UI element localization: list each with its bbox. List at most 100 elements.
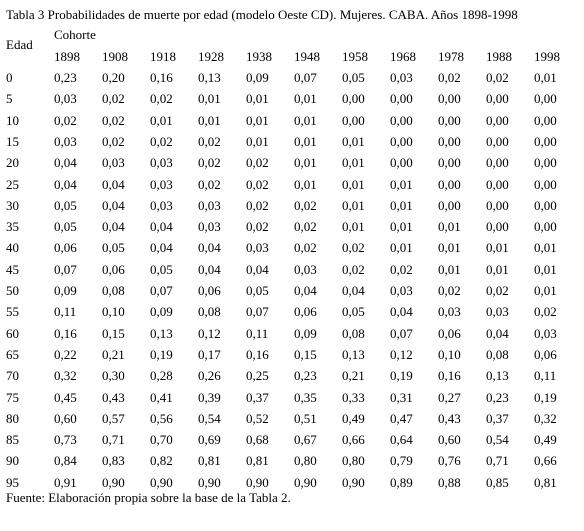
cell: 0,00 [390, 112, 413, 128]
cell: 0,02 [150, 91, 173, 107]
cell: 0,49 [342, 410, 365, 426]
cell: 0,20 [102, 70, 125, 85]
cell: 0,02 [294, 240, 317, 256]
cell: 0,01 [342, 197, 365, 213]
row-label: 15 [6, 133, 19, 149]
cell: 0,00 [534, 219, 557, 235]
column-header: 1988 [486, 49, 512, 64]
cell: 0,00 [438, 112, 461, 128]
row-label: 30 [6, 197, 19, 213]
cell: 0,16 [438, 368, 461, 384]
cell: 0,16 [54, 325, 77, 341]
cell: 0,02 [438, 70, 461, 85]
cell: 0,28 [150, 368, 173, 384]
cell: 0,12 [390, 346, 413, 362]
cell: 0,04 [198, 240, 221, 256]
cell: 0,41 [150, 389, 173, 405]
cell: 0,83 [102, 453, 125, 469]
cell: 0,01 [198, 91, 221, 107]
cell: 0,00 [438, 155, 461, 171]
cell: 0,54 [198, 410, 221, 426]
row-label: 55 [6, 304, 19, 320]
cell: 0,05 [246, 283, 269, 298]
cell: 0,00 [534, 176, 557, 192]
cell: 0,05 [54, 197, 77, 213]
cell: 0,12 [198, 325, 221, 341]
cell: 0,05 [102, 240, 125, 256]
cell: 0,00 [342, 112, 365, 128]
cell: 0,01 [438, 219, 461, 235]
cell: 0,00 [438, 197, 461, 213]
cell: 0,01 [534, 70, 557, 85]
cell: 0,02 [198, 155, 221, 171]
cell: 0,08 [342, 325, 365, 341]
cell: 0,03 [390, 70, 413, 85]
cell: 0,00 [438, 91, 461, 107]
cell: 0,02 [246, 155, 269, 171]
cell: 0,01 [294, 133, 317, 149]
cell: 0,04 [150, 219, 173, 235]
cell: 0,00 [342, 91, 365, 107]
cell: 0,49 [534, 432, 557, 448]
cell: 0,09 [246, 70, 269, 85]
cell: 0,01 [438, 261, 461, 277]
cell: 0,02 [294, 197, 317, 213]
cell: 0,60 [54, 410, 77, 426]
cell: 0,02 [486, 70, 509, 85]
cell: 0,01 [342, 133, 365, 149]
cell: 0,71 [486, 453, 509, 469]
cell: 0,01 [486, 240, 509, 256]
cell: 0,23 [294, 368, 317, 384]
cell: 0,04 [246, 261, 269, 277]
cell: 0,00 [486, 91, 509, 107]
column-header: 1968 [390, 49, 416, 64]
cell: 0,32 [54, 368, 77, 384]
row-label: 25 [6, 176, 19, 192]
column-header: 1928 [198, 49, 224, 64]
cell: 0,06 [198, 283, 221, 298]
column-header: 1938 [246, 49, 272, 64]
row-label: 0 [6, 70, 13, 85]
cell: 0,03 [150, 155, 173, 171]
cell: 0,02 [294, 219, 317, 235]
row-label: 75 [6, 389, 19, 405]
cell: 0,23 [486, 389, 509, 405]
cell: 0,04 [390, 304, 413, 320]
cell: 0,31 [390, 389, 413, 405]
cell: 0,04 [294, 283, 317, 298]
cell: 0,82 [150, 453, 173, 469]
cell: 0,01 [294, 176, 317, 192]
cell: 0,03 [198, 197, 221, 213]
cell: 0,00 [486, 176, 509, 192]
cell: 0,04 [102, 219, 125, 235]
cell: 0,00 [534, 133, 557, 149]
column-header: 1978 [438, 49, 464, 64]
cell: 0,03 [102, 155, 125, 171]
cell: 0,07 [294, 70, 317, 85]
cell: 0,02 [246, 197, 269, 213]
cell: 0,02 [102, 91, 125, 107]
cell: 0,03 [150, 176, 173, 192]
cell: 0,37 [246, 389, 269, 405]
source: Fuente: Elaboración propia sobre la base… [6, 490, 291, 505]
cell: 0,33 [342, 389, 365, 405]
cell: 0,04 [102, 197, 125, 213]
cell: 0,01 [438, 240, 461, 256]
cell: 0,22 [54, 346, 77, 362]
cell: 0,90 [342, 474, 365, 490]
cell: 0,04 [342, 283, 365, 298]
cell: 0,03 [294, 261, 317, 277]
cell: 0,09 [54, 283, 77, 298]
cell: 0,06 [294, 304, 317, 320]
cell: 0,01 [294, 112, 317, 128]
cell: 0,08 [486, 346, 509, 362]
cell: 0,43 [438, 410, 461, 426]
cell: 0,02 [390, 261, 413, 277]
cell: 0,37 [486, 410, 509, 426]
row-header: Edad [6, 37, 33, 52]
cell: 0,03 [198, 219, 221, 235]
cell: 0,00 [486, 197, 509, 213]
cell: 0,09 [294, 325, 317, 341]
cell: 0,02 [54, 112, 77, 128]
cell: 0,88 [438, 474, 461, 490]
